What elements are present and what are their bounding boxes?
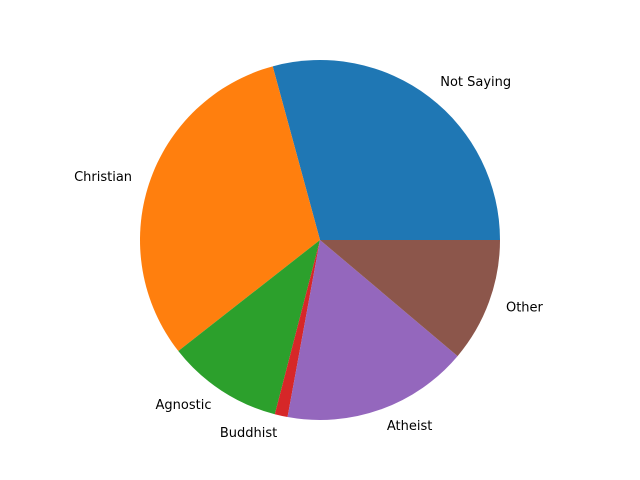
slice-buddhist [274, 240, 320, 418]
label-other: Other [506, 300, 544, 315]
slice-other [320, 240, 500, 357]
pie-labels: Not Saying Christian Agnostic Buddhist Athei… [74, 75, 543, 441]
label-not-saying: Not Saying [440, 75, 511, 90]
pie-slices [140, 59, 500, 420]
label-agnostic: Agnostic [156, 398, 212, 413]
label-christian: Christian [74, 170, 132, 185]
slice-agnostic [178, 240, 320, 415]
label-buddhist: Buddhist [220, 426, 277, 441]
slice-christian [140, 66, 320, 352]
label-atheist: Atheist [387, 419, 432, 434]
slice-not-saying [272, 59, 500, 240]
slice-atheist [287, 240, 458, 420]
